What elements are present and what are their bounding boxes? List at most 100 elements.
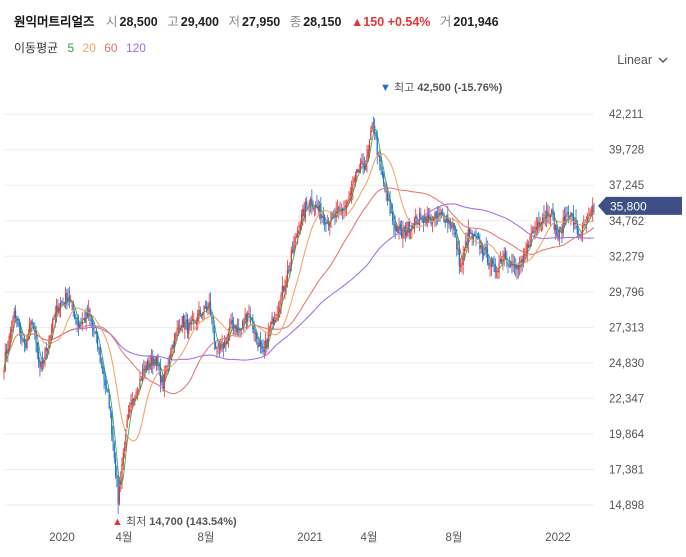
- candle: [93, 321, 95, 338]
- ohlc-row: 원익머트리얼즈 시 28,500 고 29,400 저 27,950 종 28,150 …: [14, 11, 505, 30]
- candle: [516, 264, 518, 280]
- candle: [254, 329, 256, 343]
- x-tick-label: 2021: [297, 532, 323, 544]
- candle: [38, 342, 40, 369]
- candle: [375, 132, 377, 140]
- ma-5-label[interactable]: 5: [67, 41, 75, 55]
- candle: [248, 304, 250, 316]
- candle: [467, 219, 469, 253]
- y-tick-label: 27,313: [609, 322, 644, 334]
- ma-20-label[interactable]: 20: [82, 41, 96, 55]
- x-tick-label: 8월: [198, 531, 215, 544]
- high-label: 고: [167, 15, 179, 29]
- candle: [62, 297, 64, 306]
- candle: [406, 221, 408, 239]
- candle: [61, 300, 63, 306]
- candle: [485, 237, 487, 258]
- ma-60-line: [3, 187, 595, 395]
- candle: [185, 311, 187, 330]
- candle: [470, 228, 472, 234]
- candle: [80, 317, 82, 328]
- candle: [288, 265, 290, 275]
- candle: [131, 391, 133, 409]
- y-tick-label: 39,728: [609, 145, 644, 157]
- candle: [283, 285, 285, 294]
- candle: [304, 198, 307, 223]
- candle: [141, 363, 144, 384]
- candle: [440, 209, 442, 218]
- candle: [567, 205, 569, 224]
- candle: [14, 305, 17, 322]
- y-tick-label: 24,830: [609, 358, 644, 370]
- x-tick-label: 2022: [545, 532, 571, 544]
- y-tick-label: 17,381: [609, 464, 644, 476]
- candle: [261, 339, 263, 354]
- candle: [522, 248, 525, 268]
- candle: [195, 317, 197, 331]
- min-label: 최저: [126, 515, 149, 528]
- candle: [222, 341, 224, 358]
- candle: [13, 307, 15, 324]
- candle: [475, 228, 477, 247]
- candle: [452, 217, 454, 236]
- candle: [495, 267, 498, 279]
- candle: [88, 299, 90, 321]
- candle: [325, 221, 327, 233]
- candle: [117, 475, 119, 515]
- candle: [562, 209, 564, 238]
- ma-60-label[interactable]: 60: [104, 41, 118, 55]
- moving-average-lines: [3, 128, 595, 486]
- candle: [198, 301, 200, 325]
- low-value: 27,950: [241, 15, 281, 29]
- candle: [294, 232, 296, 251]
- max-pct: (-15.76%): [454, 82, 503, 94]
- candle: [563, 207, 566, 228]
- candle: [308, 199, 310, 216]
- candle: [349, 186, 351, 202]
- candle: [57, 299, 59, 314]
- candle: [257, 336, 259, 352]
- candle: [298, 221, 300, 235]
- candle: [533, 226, 535, 234]
- candle: [363, 156, 366, 173]
- candle: [489, 259, 491, 277]
- candle: [104, 372, 106, 395]
- candle: [417, 222, 419, 225]
- candle: [566, 206, 568, 217]
- candle: [554, 223, 557, 240]
- candle: [560, 226, 562, 233]
- open-label: 시: [106, 15, 118, 29]
- candle: [213, 325, 215, 350]
- change-percent: +0.54%: [387, 15, 431, 29]
- ma-120-label[interactable]: 120: [125, 41, 146, 55]
- max-annotation: ▼ 최고 42,500 (-15.76%): [380, 81, 503, 94]
- candle: [123, 441, 126, 459]
- candle: [265, 332, 267, 356]
- y-tick-label: 32,279: [609, 251, 644, 263]
- candle: [68, 286, 71, 309]
- moving-average-legend[interactable]: 이동평균 5 20 60 120: [14, 39, 151, 56]
- candle: [462, 245, 464, 275]
- scale-toggle-button[interactable]: Linear: [617, 53, 668, 67]
- candle: [461, 256, 463, 273]
- candle: [309, 196, 312, 213]
- candle: [315, 201, 317, 216]
- moving-average-title: 이동평균: [14, 41, 59, 55]
- candle: [39, 357, 41, 377]
- max-label: 최고: [394, 81, 417, 94]
- candle: [99, 343, 101, 365]
- y-tick-label: 14,898: [609, 500, 644, 512]
- candle: [401, 220, 403, 239]
- candle: [468, 227, 471, 238]
- candle: [385, 181, 387, 202]
- candle: [244, 307, 246, 323]
- candle: [424, 209, 426, 224]
- candle: [22, 337, 24, 343]
- candle: [73, 308, 76, 320]
- candle: [66, 288, 68, 310]
- candle: [547, 204, 549, 224]
- candle: [129, 402, 131, 418]
- candle: [4, 343, 6, 373]
- candle: [520, 255, 522, 274]
